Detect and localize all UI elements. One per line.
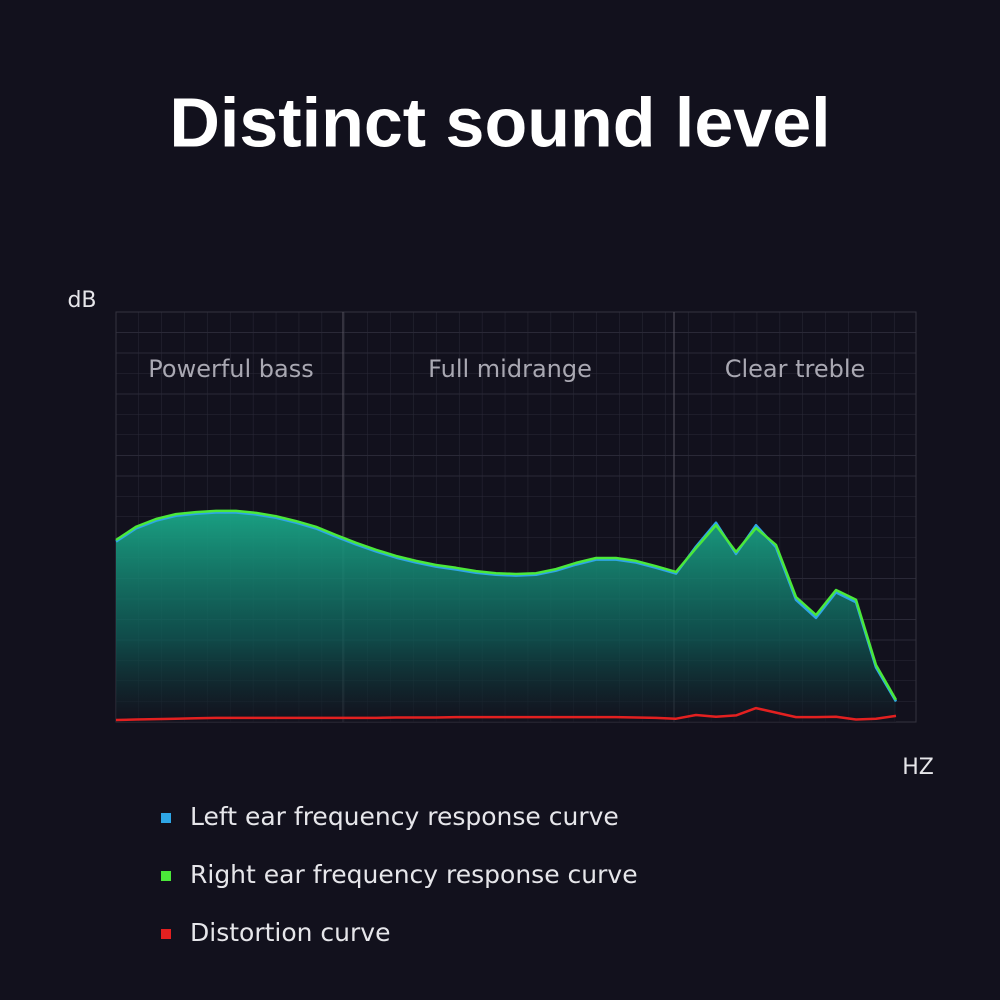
legend-label: Left ear frequency response curve xyxy=(190,802,619,831)
y-axis-label: dB xyxy=(67,288,96,313)
region-label: Clear treble xyxy=(725,355,866,383)
legend-swatch xyxy=(161,929,171,939)
legend-label: Right ear frequency response curve xyxy=(190,860,638,889)
legend: Left ear frequency response curve Right e… xyxy=(161,802,638,947)
series-line xyxy=(115,706,897,722)
x-axis-label: HZ xyxy=(902,755,934,780)
region-label: Full midrange xyxy=(428,355,592,383)
chart-title: Distinct sound level xyxy=(169,83,830,161)
legend-swatch xyxy=(161,813,171,823)
response-area xyxy=(116,510,896,722)
series-line xyxy=(115,509,898,701)
legend-swatch xyxy=(161,871,171,881)
plot-area: Powerful bass Full midrange Clear treble xyxy=(115,311,917,723)
legend-label: Distortion curve xyxy=(190,918,390,947)
region-label: Powerful bass xyxy=(148,355,313,383)
